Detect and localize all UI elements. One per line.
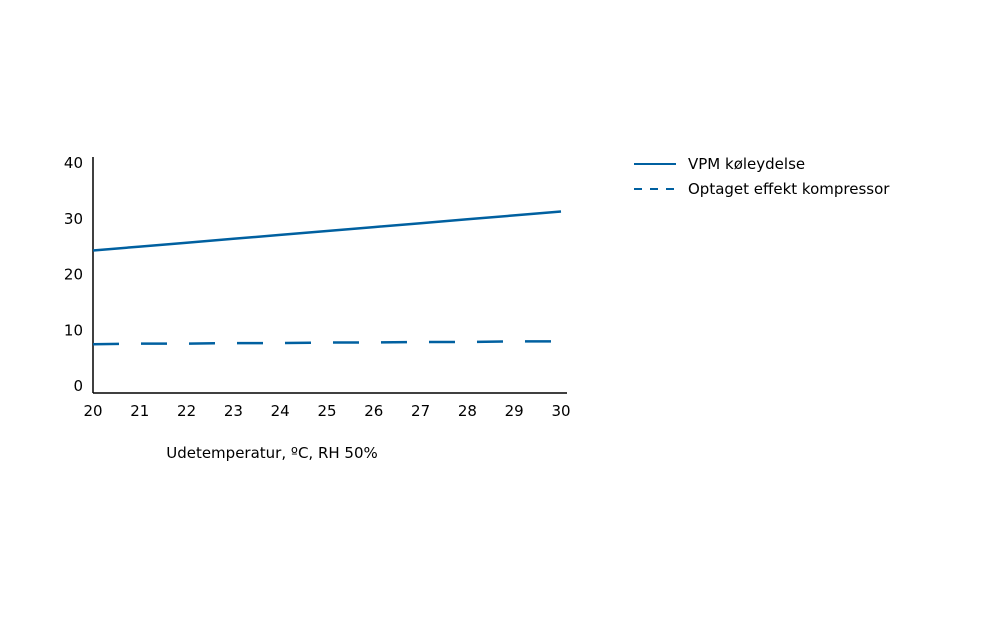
legend-label-1: VPM køleydelse <box>688 155 805 173</box>
y-tick-label: 20 <box>64 266 83 284</box>
legend-label-2: Optaget effekt kompressor <box>688 180 890 198</box>
x-tick-label: 27 <box>411 402 430 420</box>
series-line-2 <box>92 340 561 346</box>
x-tick-label: 21 <box>130 402 149 420</box>
x-tick-label: 28 <box>458 402 477 420</box>
x-tick-label: 24 <box>271 402 290 420</box>
series-layer <box>92 210 562 346</box>
y-tick-labels: 0 10 20 30 40 <box>64 154 83 395</box>
x-tick-label: 23 <box>224 402 243 420</box>
x-tick-label: 29 <box>505 402 524 420</box>
x-tick-label: 30 <box>551 402 570 420</box>
x-axis-label: Udetemperatur, ºC, RH 50% <box>166 444 378 462</box>
y-tick-label: 40 <box>64 154 83 172</box>
x-tick-labels: 20 21 22 23 24 25 26 27 28 29 30 <box>83 402 570 420</box>
series-line-1 <box>92 210 562 252</box>
y-tick-label: 0 <box>73 377 83 395</box>
x-tick-label: 26 <box>364 402 383 420</box>
y-tick-label: 30 <box>64 210 83 228</box>
axes <box>92 157 567 394</box>
x-tick-label: 20 <box>83 402 102 420</box>
x-tick-label: 22 <box>177 402 196 420</box>
y-tick-label: 10 <box>64 321 83 339</box>
x-tick-label: 25 <box>317 402 336 420</box>
legend: VPM køleydelse Optaget effekt kompressor <box>634 155 890 198</box>
